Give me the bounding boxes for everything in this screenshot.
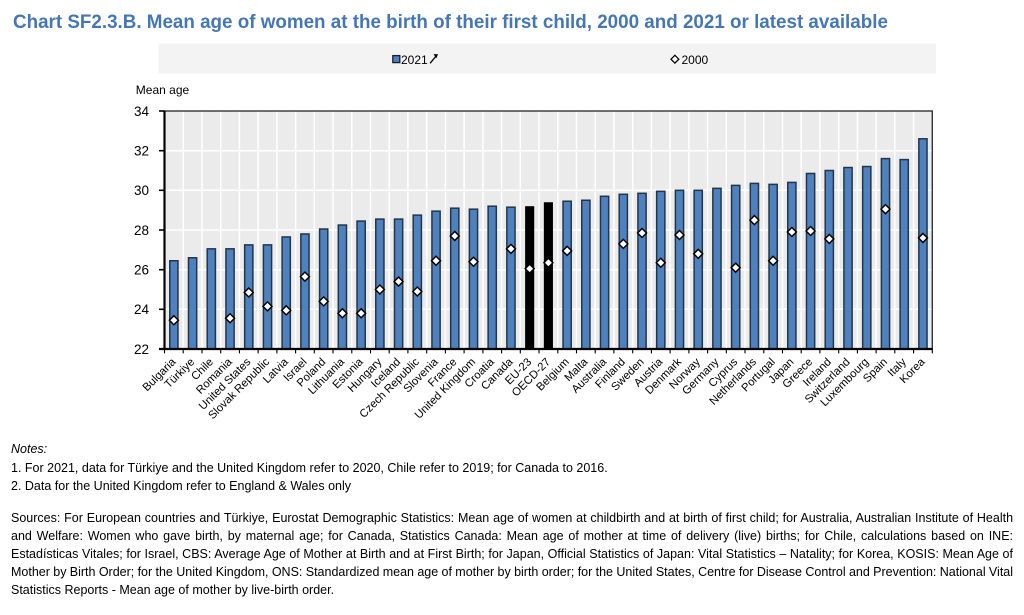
svg-text:32: 32 xyxy=(134,144,149,159)
svg-text:28: 28 xyxy=(134,223,149,238)
svg-text:22: 22 xyxy=(134,342,149,357)
svg-text:34: 34 xyxy=(134,104,150,119)
svg-text:24: 24 xyxy=(134,302,150,317)
svg-text:Mean age: Mean age xyxy=(136,83,190,97)
svg-text:2000: 2000 xyxy=(682,53,709,67)
svg-text:2021: 2021 xyxy=(401,53,428,67)
svg-text:30: 30 xyxy=(134,183,149,198)
svg-text:26: 26 xyxy=(134,263,149,278)
